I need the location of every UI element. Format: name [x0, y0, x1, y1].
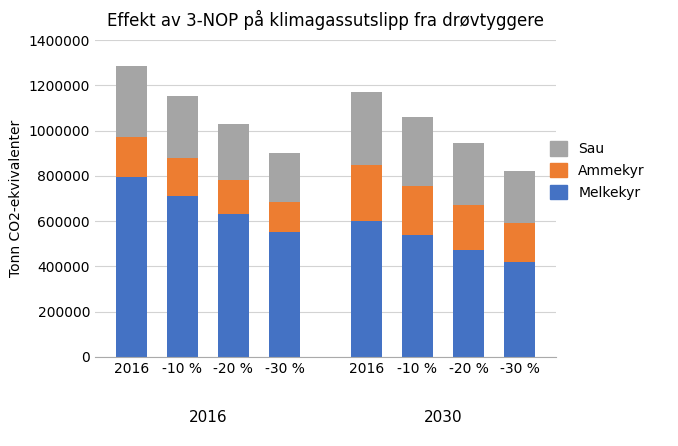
Bar [167, 95, 198, 158]
Bar [402, 235, 433, 357]
Bar [218, 180, 249, 215]
Bar [167, 158, 198, 196]
Bar [351, 92, 382, 165]
Bar [351, 165, 382, 221]
Bar [504, 223, 535, 262]
Bar [269, 202, 300, 232]
Bar [269, 232, 300, 357]
Bar [218, 124, 249, 180]
Bar [504, 171, 535, 223]
Bar [116, 66, 146, 137]
Bar [453, 205, 484, 251]
Bar [402, 186, 433, 235]
Bar [504, 262, 535, 357]
Title: Effekt av 3-NOP på klimagassutslipp fra drøvtyggere: Effekt av 3-NOP på klimagassutslipp fra … [107, 10, 544, 30]
Text: 2016: 2016 [188, 409, 227, 425]
Bar [402, 117, 433, 186]
Bar [453, 143, 484, 205]
Legend: Sau, Ammekyr, Melkekyr: Sau, Ammekyr, Melkekyr [545, 136, 650, 205]
Bar [351, 221, 382, 357]
Bar [453, 251, 484, 357]
Bar [116, 137, 146, 177]
Bar [269, 153, 300, 202]
Text: 2030: 2030 [424, 409, 462, 425]
Bar [167, 196, 198, 357]
Bar [218, 215, 249, 357]
Y-axis label: Tonn CO2-ekvivalenter: Tonn CO2-ekvivalenter [9, 120, 23, 277]
Bar [116, 177, 146, 357]
